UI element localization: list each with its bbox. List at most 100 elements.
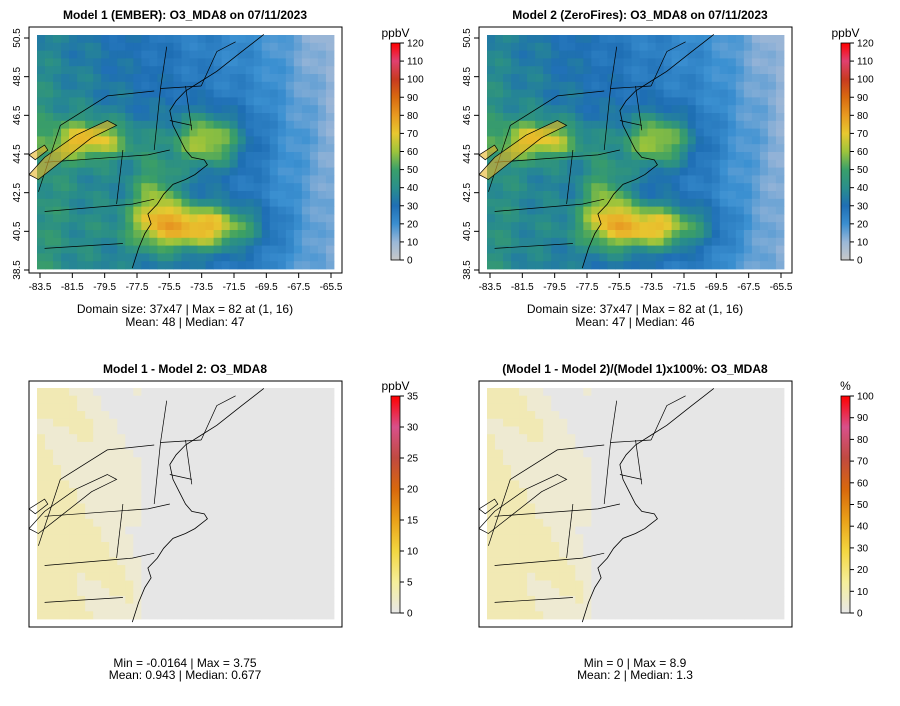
grid-cell: [189, 449, 198, 458]
grid-cell: [189, 565, 198, 574]
state-border: [44, 198, 155, 212]
grid-cell: [719, 214, 729, 223]
grid-cell: [607, 526, 616, 535]
grid-cell: [695, 175, 705, 184]
grid-cell: [157, 81, 166, 90]
grid-cell: [69, 449, 78, 458]
grid-cell: [631, 588, 640, 597]
grid-cell: [189, 441, 198, 450]
grid-cell: [639, 136, 648, 145]
grid-cell: [743, 175, 753, 184]
grid-cell: [543, 237, 552, 246]
grid-cell: [221, 191, 231, 200]
grid-cell: [751, 549, 761, 558]
grid-cell: [301, 411, 311, 420]
grid-cell: [301, 198, 311, 207]
grid-cell: [759, 449, 769, 458]
grid-cell: [261, 97, 271, 106]
grid-cell: [213, 113, 223, 122]
grid-cell: [695, 565, 705, 574]
grid-cell: [703, 418, 713, 427]
grid-cell: [527, 434, 536, 443]
grid-cell: [157, 35, 166, 44]
grid-cell: [141, 159, 150, 168]
grid-cell: [527, 518, 536, 527]
grid-cell: [261, 449, 271, 458]
grid-cell: [277, 152, 287, 161]
grid-cell: [109, 572, 118, 581]
grid-cell: [759, 534, 769, 543]
grid-cell: [631, 120, 640, 129]
grid-cell: [559, 511, 568, 520]
grid-cell: [37, 403, 46, 412]
grid-cell: [261, 557, 271, 566]
grid-cell: [495, 503, 504, 512]
grid-cell: [631, 253, 640, 262]
grid-cell: [535, 159, 544, 168]
grid-cell: [77, 89, 86, 98]
grid-cell: [261, 472, 271, 481]
grid-cell: [69, 488, 78, 497]
grid-cell: [285, 198, 295, 207]
grid-cell: [727, 403, 737, 412]
grid-cell: [655, 565, 664, 574]
grid-cell: [181, 120, 190, 129]
grid-cell: [735, 198, 745, 207]
grid-cell: [511, 206, 520, 215]
grid-cell: [519, 42, 528, 51]
grid-cell: [157, 503, 166, 512]
grid-cell: [591, 588, 600, 597]
grid-cell: [703, 565, 713, 574]
grid-cell: [599, 480, 608, 489]
grid-cell: [735, 495, 745, 504]
grid-cell: [703, 480, 713, 489]
grid-cell: [519, 245, 528, 254]
grid-cell: [213, 518, 223, 527]
grid-cell: [751, 58, 761, 67]
grid-cell: [109, 595, 118, 604]
grid-cell: [767, 565, 777, 574]
grid-cell: [703, 97, 713, 106]
grid-cell: [221, 222, 231, 231]
grid-cell: [101, 167, 110, 176]
grid-cell: [85, 66, 94, 75]
grid-cell: [85, 565, 94, 574]
grid-cell: [575, 511, 584, 520]
grid-cell: [69, 89, 78, 98]
grid-cell: [703, 403, 713, 412]
grid-cell: [285, 206, 295, 215]
grid-cell: [149, 549, 158, 558]
grid-cell: [125, 395, 134, 404]
grid-cell: [205, 144, 214, 153]
grid-cell: [711, 81, 721, 90]
grid-cell: [647, 245, 656, 254]
grid-cell: [53, 565, 62, 574]
grid-cell: [245, 411, 255, 420]
grid-cell: [285, 113, 295, 122]
grid-cell: [109, 230, 118, 239]
grid-cell: [527, 183, 536, 192]
grid-cell: [487, 465, 496, 474]
grid-cell: [543, 206, 552, 215]
grid-cell: [309, 97, 319, 106]
grid-cell: [261, 206, 271, 215]
grid-cell: [751, 534, 761, 543]
grid-cell: [37, 480, 46, 489]
grid-cell: [93, 472, 102, 481]
grid-cell: [735, 441, 745, 450]
grid-cell: [671, 503, 681, 512]
grid-cell: [37, 549, 46, 558]
grid-cell: [117, 144, 126, 153]
grid-cell: [567, 518, 576, 527]
grid-cell: [703, 74, 713, 83]
grid-cell: [687, 457, 697, 466]
grid-cell: [743, 588, 753, 597]
grid-cell: [759, 222, 769, 231]
grid-cell: [245, 206, 255, 215]
grid-cell: [117, 214, 126, 223]
grid-cell: [45, 198, 54, 207]
grid-cell: [503, 89, 512, 98]
grid-cell: [631, 526, 640, 535]
grid-cell: [173, 191, 182, 200]
grid-cell: [205, 81, 214, 90]
